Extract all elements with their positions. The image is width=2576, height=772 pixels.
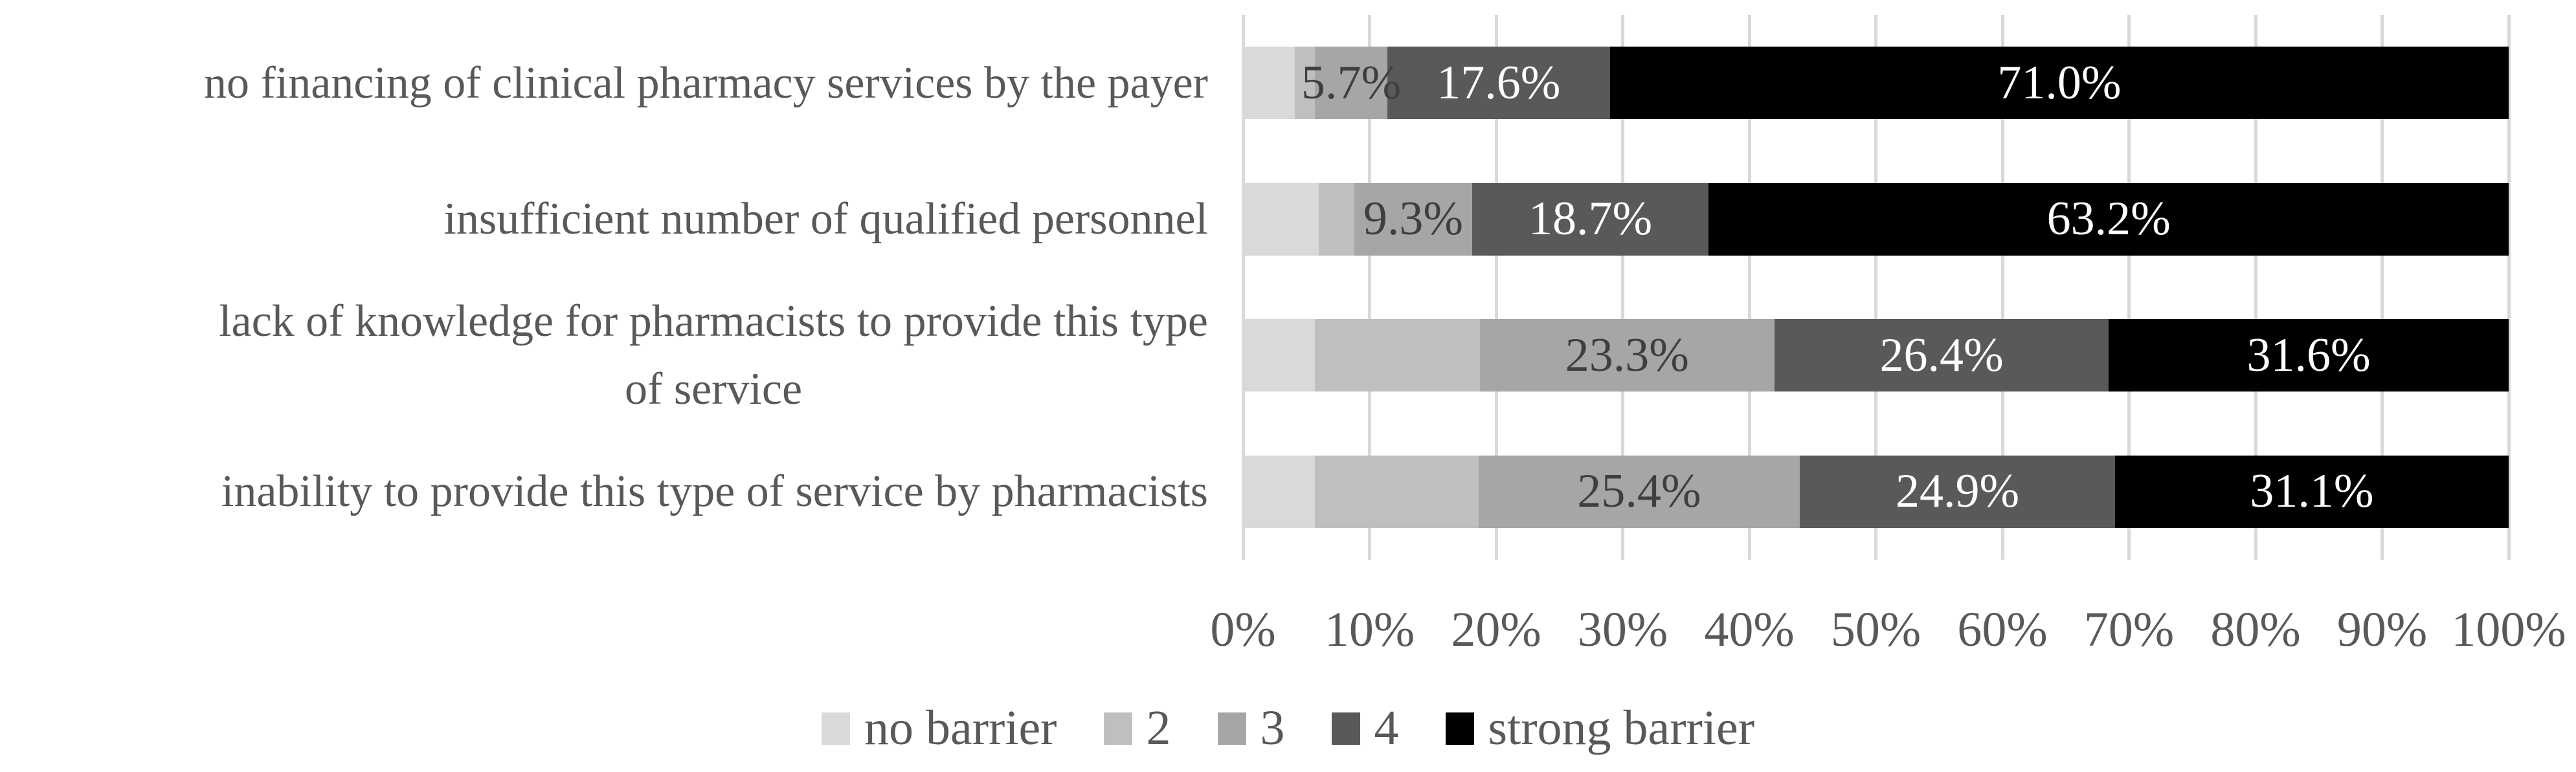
segment-value-label: 9.3%: [1363, 192, 1464, 246]
gridline: [2507, 15, 2511, 560]
segment-value-label: 25.4%: [1577, 465, 1701, 518]
bar-segment: [1295, 47, 1316, 120]
x-axis-tick-label: 20%: [1451, 602, 1541, 657]
plot-area: 5.7% 17.6% 71.0% 9.3% 18.7% 63.2% 23.3% 26.4% 31…: [1241, 15, 2511, 560]
x-axis-tick-label: 0%: [1210, 602, 1276, 657]
gridline: [1747, 15, 1751, 560]
legend-swatch-icon: [1103, 712, 1132, 745]
gridline: [2380, 15, 2384, 560]
gridline: [1368, 15, 1371, 560]
bar-segment: 25.4%: [1478, 455, 1800, 528]
legend-item: strong barrier: [1445, 700, 1755, 756]
bar-segment: 23.3%: [1479, 319, 1775, 392]
category-label: inability to provide this type of servic…: [221, 467, 1208, 517]
bar-segment: 71.0%: [1609, 47, 2509, 120]
gridline: [1621, 15, 1624, 560]
bar-segment: 18.7%: [1472, 182, 1709, 256]
category-label-row: inability to provide this type of servic…: [0, 424, 1208, 560]
gridline: [2127, 15, 2131, 560]
bar-segment: 5.7%: [1301, 47, 1401, 120]
legend-item: 2: [1103, 700, 1171, 756]
segment-value-label: 17.6%: [1437, 56, 1561, 109]
x-axis-tick-label: 60%: [1957, 602, 2048, 657]
bar: 25.4% 24.9% 31.1%: [1243, 455, 2509, 528]
category-label: lack of knowledge for pharmacists to pro…: [219, 296, 1208, 415]
legend-label: strong barrier: [1488, 701, 1755, 755]
legend-item: 4: [1331, 700, 1399, 756]
legend: no barrier 2 3 4 strong barrier: [0, 700, 2576, 756]
bar-segment: [1243, 182, 1319, 256]
gridline: [2254, 15, 2257, 560]
legend-item: no barrier: [821, 700, 1057, 756]
bar-segment: 63.2%: [1708, 182, 2509, 256]
gridline: [1241, 15, 1245, 560]
category-label-row: lack of knowledge for pharmacists to pro…: [0, 287, 1208, 424]
gridline: [1494, 15, 1498, 560]
x-axis-tick-label: 80%: [2210, 602, 2301, 657]
legend-label: 4: [1374, 701, 1399, 755]
legend-label: 2: [1146, 701, 1171, 755]
bar-segment: [1243, 47, 1295, 120]
segment-value-label: 71.0%: [1997, 56, 2122, 109]
bar-segment: [1319, 182, 1355, 256]
gridline: [2000, 15, 2004, 560]
segment-value-label: 31.6%: [2246, 328, 2371, 382]
legend-label: no barrier: [864, 701, 1057, 755]
legend-swatch-icon: [1445, 712, 1474, 745]
legend-swatch-icon: [1217, 712, 1246, 745]
bar: 9.3% 18.7% 63.2%: [1243, 182, 2509, 256]
category-label: no financing of clinical pharmacy servic…: [203, 58, 1208, 108]
bar-segment: 31.1%: [2114, 455, 2509, 528]
legend-swatch-icon: [821, 712, 850, 745]
bar-segment: [1315, 319, 1480, 392]
category-label-row: no financing of clinical pharmacy servic…: [0, 15, 1208, 151]
segment-value-label: 18.7%: [1529, 192, 1653, 246]
x-axis-tick-label: 10%: [1324, 602, 1415, 657]
value-axis: 0% 10% 20% 30% 40% 50% 60% 70% 80% 90% 100%: [1210, 602, 2566, 673]
x-axis-tick-label: 70%: [2083, 602, 2175, 657]
x-axis-tick-label: 50%: [1830, 602, 1921, 657]
x-axis-tick-label: 100%: [2451, 602, 2566, 657]
bar-segment: [1243, 319, 1316, 392]
bar-segment: 26.4%: [1775, 319, 2109, 392]
bar-segment: 17.6%: [1387, 47, 1610, 120]
category-label: insufficient number of qualified personn…: [443, 194, 1208, 245]
bar-segment: 31.6%: [2109, 319, 2509, 392]
segment-value-label: 23.3%: [1565, 328, 1689, 382]
segment-value-label: 24.9%: [1895, 465, 2020, 518]
legend-swatch-icon: [1331, 712, 1360, 745]
x-axis-tick-label: 40%: [1704, 602, 1795, 657]
bar: 5.7% 17.6% 71.0%: [1243, 47, 2509, 120]
bar-segment: 24.9%: [1800, 455, 2115, 528]
category-label-row: insufficient number of qualified personn…: [0, 151, 1208, 288]
x-axis-tick-label: 90%: [2336, 602, 2428, 657]
segment-value-label: 5.7%: [1301, 56, 1402, 109]
bar-segment: [1315, 455, 1479, 528]
bar: 23.3% 26.4% 31.6%: [1243, 319, 2509, 392]
segment-value-label: 31.1%: [2250, 465, 2374, 518]
x-axis-tick-label: 30%: [1577, 602, 1668, 657]
segment-value-label: 26.4%: [1879, 328, 2004, 382]
category-axis: no financing of clinical pharmacy servic…: [0, 15, 1208, 560]
segment-value-label: 63.2%: [2046, 192, 2171, 246]
bar-segment: [1243, 455, 1316, 528]
legend-item: 3: [1217, 700, 1285, 756]
legend-label: 3: [1260, 701, 1285, 755]
bar-segment: 9.3%: [1354, 182, 1472, 256]
gridline: [1874, 15, 1877, 560]
